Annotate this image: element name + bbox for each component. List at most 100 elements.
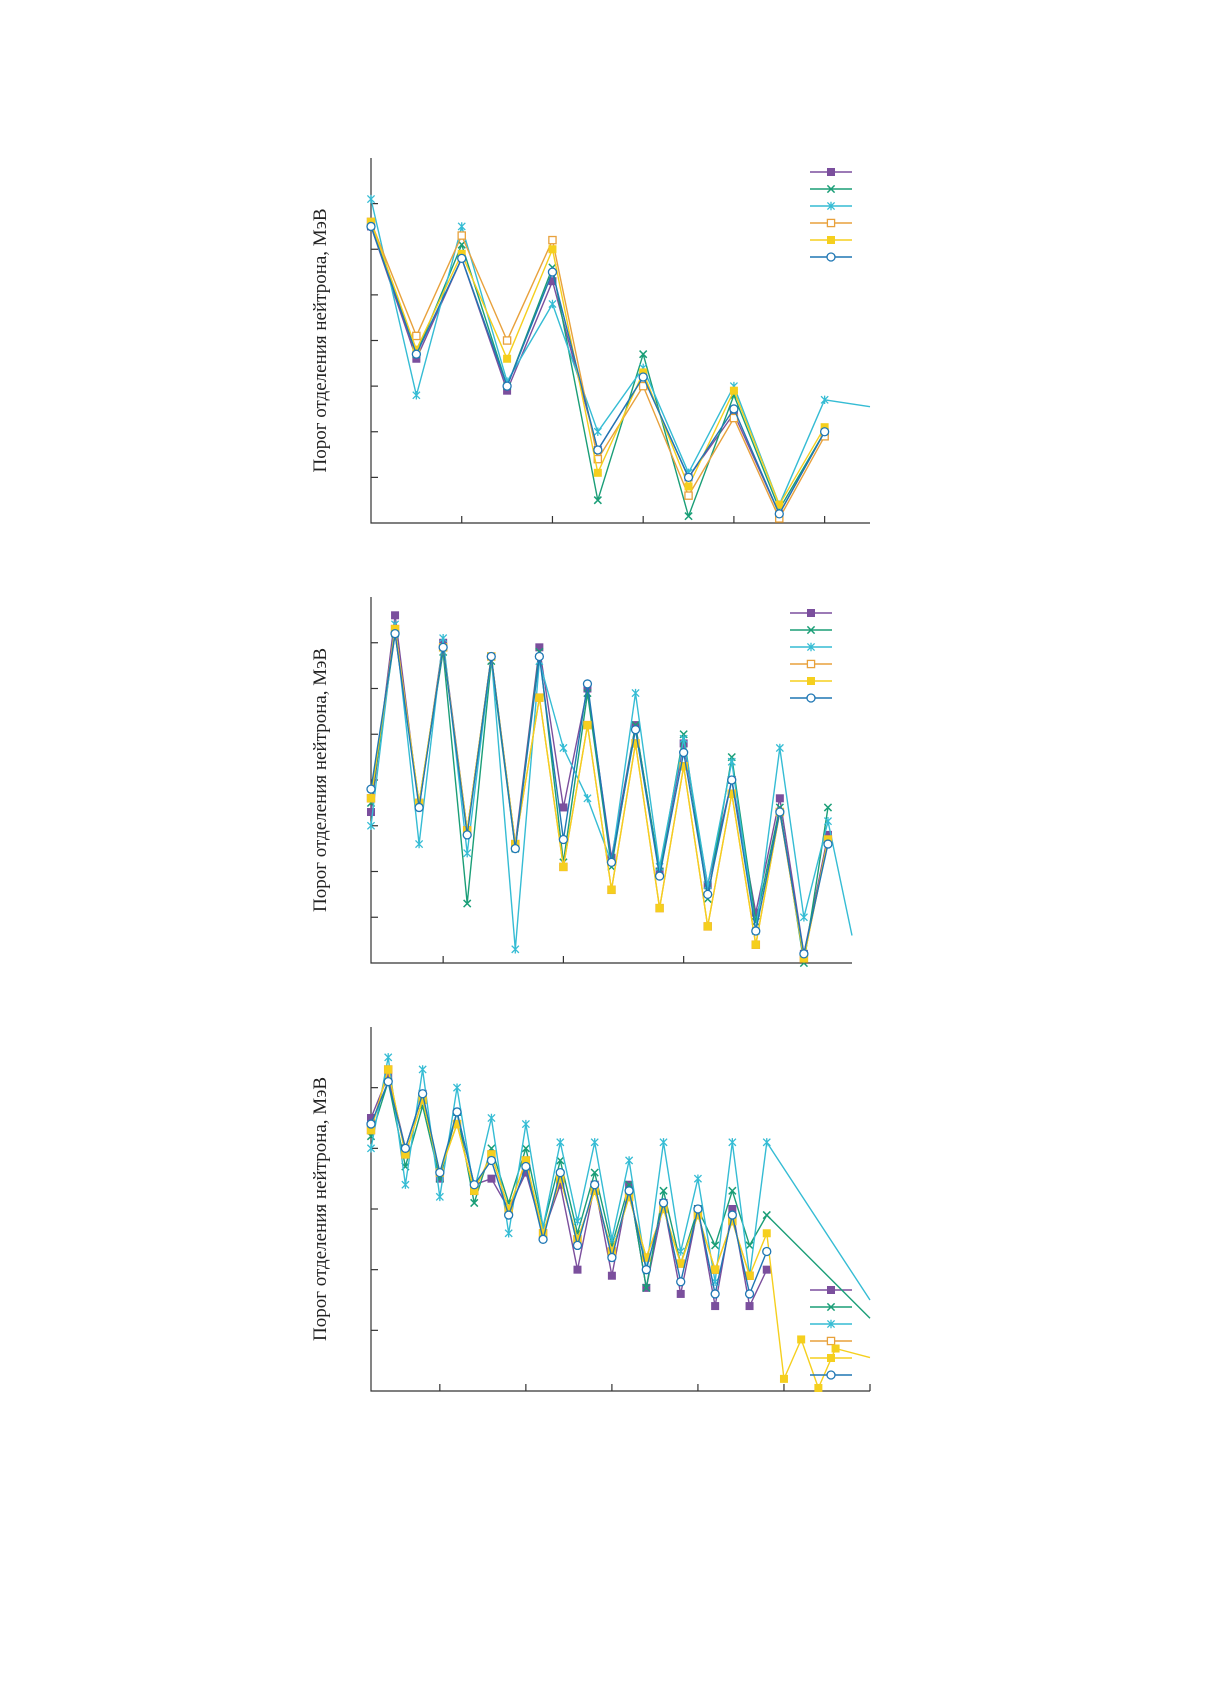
- data-point: [679, 734, 688, 744]
- data-point: [631, 688, 640, 698]
- data-point: [521, 1161, 531, 1172]
- legend-entry-6: [790, 693, 832, 703]
- legend-marker: [827, 1286, 836, 1295]
- data-point: [462, 830, 472, 840]
- data-point: [642, 1283, 651, 1293]
- legend-entry-1: [810, 167, 852, 176]
- data-point: [751, 940, 760, 949]
- data-point: [684, 482, 693, 491]
- data-point: [383, 1076, 393, 1087]
- y-axis-label: Порог отделения нейтрона, МэВ: [310, 208, 331, 472]
- data-point: [727, 775, 737, 785]
- legend-marker: [806, 625, 816, 635]
- legend-marker: [826, 218, 836, 228]
- legend-marker: [826, 1370, 836, 1380]
- data-point: [676, 1259, 685, 1268]
- legend-marker: [827, 235, 836, 244]
- data-point: [573, 1265, 582, 1274]
- data-point: [366, 221, 376, 232]
- data-point: [558, 834, 569, 845]
- data-point: [452, 1107, 462, 1117]
- legend-marker: [827, 167, 836, 176]
- axes-frame: [370, 158, 870, 524]
- data-point: [710, 1289, 720, 1299]
- data-point: [727, 1210, 737, 1220]
- legend-marker: [826, 252, 836, 262]
- legend-entry-3: [810, 1319, 852, 1329]
- data-point: [384, 1053, 393, 1062]
- series-3: [366, 194, 871, 509]
- data-point: [728, 1186, 737, 1195]
- data-point: [511, 945, 520, 954]
- legend-marker: [807, 609, 816, 618]
- data-point: [439, 633, 448, 643]
- series-5: [366, 217, 829, 509]
- data-point: [463, 899, 472, 908]
- data-point: [729, 386, 738, 395]
- legend-marker: [826, 184, 836, 194]
- data-point: [631, 739, 640, 748]
- data-point: [548, 299, 557, 309]
- legend-marker: [806, 659, 816, 669]
- data-point: [728, 1138, 737, 1147]
- data-point: [590, 1168, 599, 1177]
- axes-frame: [370, 597, 852, 964]
- data-point: [814, 1383, 823, 1392]
- data-point: [711, 1241, 720, 1250]
- data-point: [504, 1229, 513, 1238]
- data-point: [503, 354, 512, 363]
- data-point: [548, 235, 557, 245]
- data-point: [775, 743, 784, 753]
- data-point: [775, 807, 785, 817]
- data-point: [590, 1180, 600, 1190]
- data-point: [693, 1204, 703, 1214]
- data-point: [417, 1089, 428, 1099]
- data-point: [366, 1119, 376, 1129]
- data-point: [607, 1252, 617, 1263]
- data-point: [658, 1198, 669, 1208]
- data-point: [593, 468, 602, 477]
- data-point: [762, 1246, 772, 1257]
- series-line: [370, 1056, 871, 1301]
- data-point: [593, 445, 603, 455]
- data-point: [655, 904, 664, 913]
- legend-entry-4: [790, 659, 832, 669]
- legend-entry-2: [810, 1302, 852, 1312]
- data-point: [819, 427, 830, 437]
- data-point: [606, 857, 617, 867]
- data-point: [624, 1186, 634, 1196]
- data-point: [463, 849, 472, 858]
- data-point: [823, 816, 833, 826]
- data-point: [559, 862, 568, 871]
- legend-entry-3: [810, 201, 852, 211]
- data-point: [823, 839, 833, 849]
- data-point: [583, 794, 592, 803]
- data-point: [745, 1241, 754, 1250]
- y-axis-label: Порог отделения нейтрона, МэВ: [310, 648, 331, 912]
- series-line: [370, 1080, 768, 1295]
- legend-marker: [807, 677, 816, 686]
- data-point: [504, 1210, 514, 1220]
- legend-marker: [806, 642, 816, 652]
- series-line: [370, 632, 829, 964]
- data-point: [411, 349, 422, 359]
- data-point: [538, 1234, 548, 1244]
- data-point: [593, 454, 603, 464]
- data-point: [556, 1156, 565, 1165]
- data-point: [572, 1240, 583, 1251]
- data-point: [745, 1271, 754, 1280]
- data-point: [625, 1156, 634, 1165]
- legend-entry-5: [810, 1354, 852, 1363]
- data-point: [435, 1167, 445, 1178]
- data-point: [418, 1065, 427, 1074]
- axes-frame: [370, 1027, 870, 1392]
- data-point: [679, 762, 688, 771]
- data-point: [607, 1271, 616, 1280]
- data-point: [727, 757, 736, 766]
- data-point: [486, 1155, 497, 1166]
- data-point: [559, 743, 568, 753]
- data-point: [583, 721, 592, 730]
- series-6: [366, 1076, 772, 1299]
